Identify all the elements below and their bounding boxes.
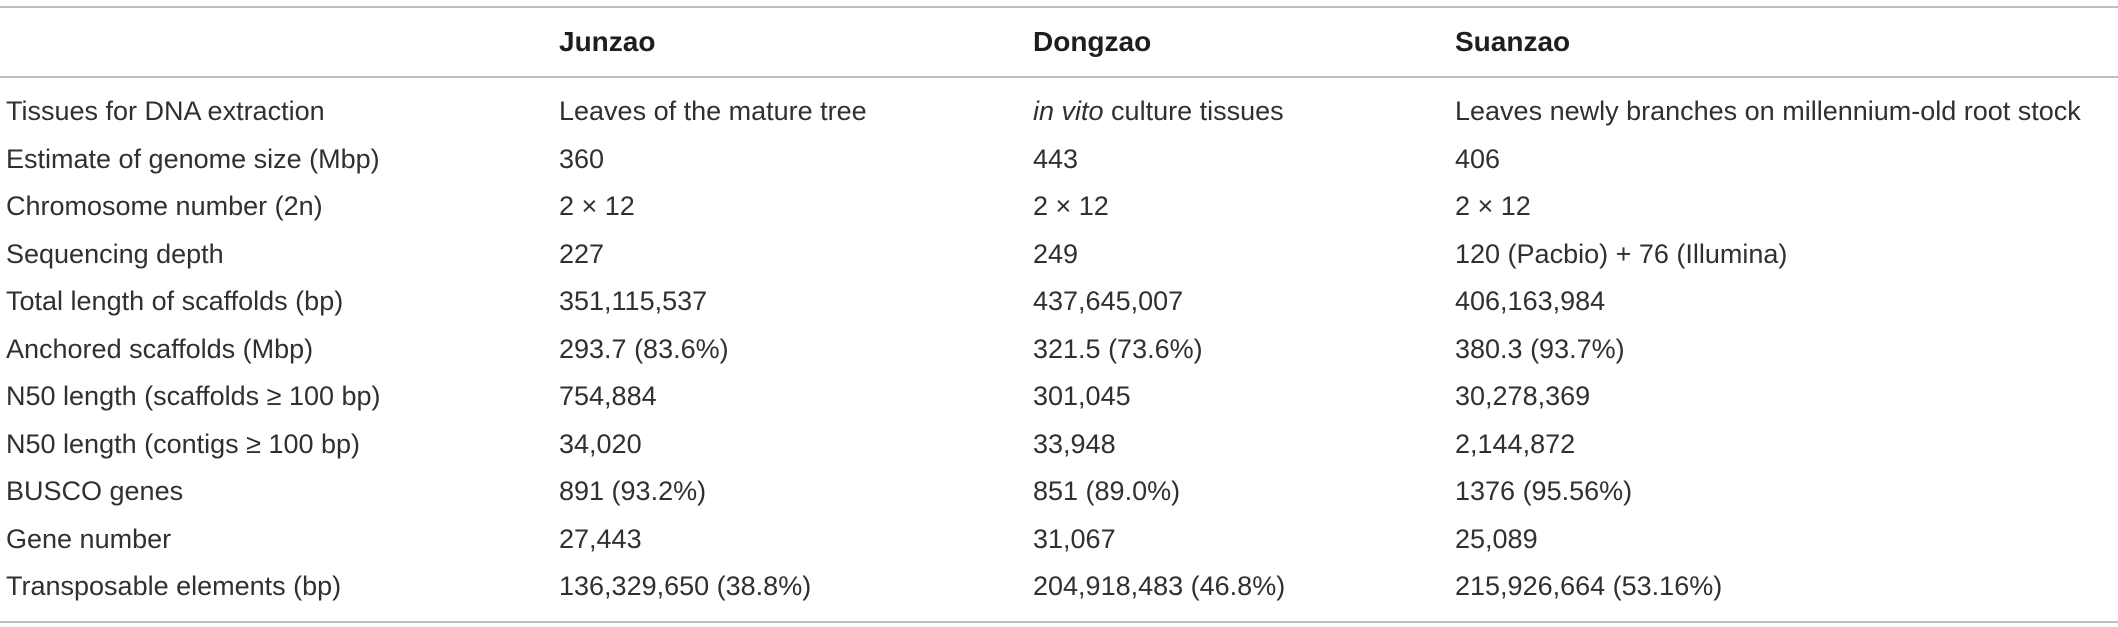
cell-dongzao: 2 × 12 (1033, 191, 1109, 221)
table-top-rule (0, 6, 2118, 8)
row-label: Transposable elements (bp) (6, 571, 342, 601)
cell-junzao: 360 (559, 143, 605, 174)
table-row: Gene number 27,443 31,067 25,089 (0, 516, 2118, 564)
cell-dongzao: in vito culture tissues (1033, 88, 1284, 136)
row-label: BUSCO genes (6, 476, 184, 506)
cell-suanzao: 2 × 12 (1455, 191, 1531, 221)
row-label: Sequencing depth (6, 238, 224, 269)
cell-dongzao: 443 (1033, 143, 1079, 174)
cell-suanzao: 2,144,872 (1455, 428, 1576, 459)
cell-dongzao-italic: in vito (1033, 96, 1104, 126)
cell-dongzao: 437,645,007 (1033, 286, 1184, 316)
cell-dongzao: 33,948 (1033, 428, 1116, 459)
row-label: Total length of scaffolds (bp) (6, 286, 344, 316)
cell-junzao: 891 (93.2%) (559, 476, 707, 506)
cell-suanzao: 406 (1455, 143, 1501, 174)
cell-suanzao: 380.3 (93.7%) (1455, 333, 1625, 364)
cell-suanzao: 215,926,664 (53.16%) (1455, 571, 1723, 601)
table-row: Anchored scaffolds (Mbp) 293.7 (83.6%) 3… (0, 326, 2118, 374)
cell-junzao: 2 × 12 (559, 191, 635, 221)
cell-dongzao: 301,045 (1033, 381, 1131, 411)
table-row: Transposable elements (bp) 136,329,650 (… (0, 563, 2118, 611)
cell-junzao: 27,443 (559, 523, 642, 554)
cell-suanzao: 406,163,984 (1455, 286, 1606, 316)
cell-dongzao-rest: culture tissues (1103, 96, 1284, 126)
table-row: Tissues for DNA extraction Leaves of the… (0, 88, 2118, 136)
row-label: Gene number (6, 523, 172, 554)
row-label: Chromosome number (2n) (6, 191, 323, 221)
table-body: Tissues for DNA extraction Leaves of the… (0, 88, 2118, 611)
cell-junzao: Leaves of the mature tree (559, 96, 867, 126)
cell-dongzao: 31,067 (1033, 523, 1116, 554)
cell-dongzao: 851 (89.0%) (1033, 476, 1181, 506)
row-label: Estimate of genome size (Mbp) (6, 143, 380, 174)
cell-junzao: 136,329,650 (38.8%) (559, 571, 812, 601)
cell-suanzao: 25,089 (1455, 523, 1538, 554)
table-row: N50 length (contigs ≥ 100 bp) 34,020 33,… (0, 421, 2118, 469)
header-cell-suanzao: Suanzao (1455, 26, 1571, 57)
cell-suanzao: 120 (Pacbio) + 76 (Illumina) (1455, 238, 1788, 269)
cell-dongzao: 249 (1033, 238, 1079, 269)
cell-junzao: 754,884 (559, 381, 657, 411)
table-row: Estimate of genome size (Mbp) 360 443 40… (0, 136, 2118, 184)
cell-dongzao: 204,918,483 (46.8%) (1033, 571, 1286, 601)
cell-junzao: 293.7 (83.6%) (559, 333, 729, 364)
cell-junzao: 351,115,537 (559, 286, 708, 316)
cell-junzao: 227 (559, 238, 605, 269)
table-bottom-rule (0, 621, 2118, 623)
cell-suanzao: Leaves newly branches on millennium-old … (1455, 96, 2081, 126)
table-row: Chromosome number (2n) 2 × 12 2 × 12 2 ×… (0, 183, 2118, 231)
header-cell-dongzao: Dongzao (1033, 26, 1152, 57)
table-header-row: Junzao Dongzao Suanzao (0, 18, 2118, 66)
row-label: N50 length (scaffolds ≥ 100 bp) (6, 381, 381, 411)
cell-suanzao: 30,278,369 (1455, 381, 1591, 411)
row-label: Tissues for DNA extraction (6, 96, 325, 126)
cell-suanzao: 1376 (95.56%) (1455, 476, 1633, 506)
header-cell-junzao: Junzao (559, 26, 656, 57)
cell-junzao: 34,020 (559, 428, 642, 459)
table-row: N50 length (scaffolds ≥ 100 bp) 754,884 … (0, 373, 2118, 421)
table-row: BUSCO genes 891 (93.2%) 851 (89.0%) 1376… (0, 468, 2118, 516)
row-label: N50 length (contigs ≥ 100 bp) (6, 428, 361, 459)
row-label: Anchored scaffolds (Mbp) (6, 333, 314, 364)
table-header-rule (0, 76, 2118, 78)
table-row: Total length of scaffolds (bp) 351,115,5… (0, 278, 2118, 326)
cell-dongzao: 321.5 (73.6%) (1033, 333, 1203, 364)
table-row: Sequencing depth 227 249 120 (Pacbio) + … (0, 231, 2118, 279)
